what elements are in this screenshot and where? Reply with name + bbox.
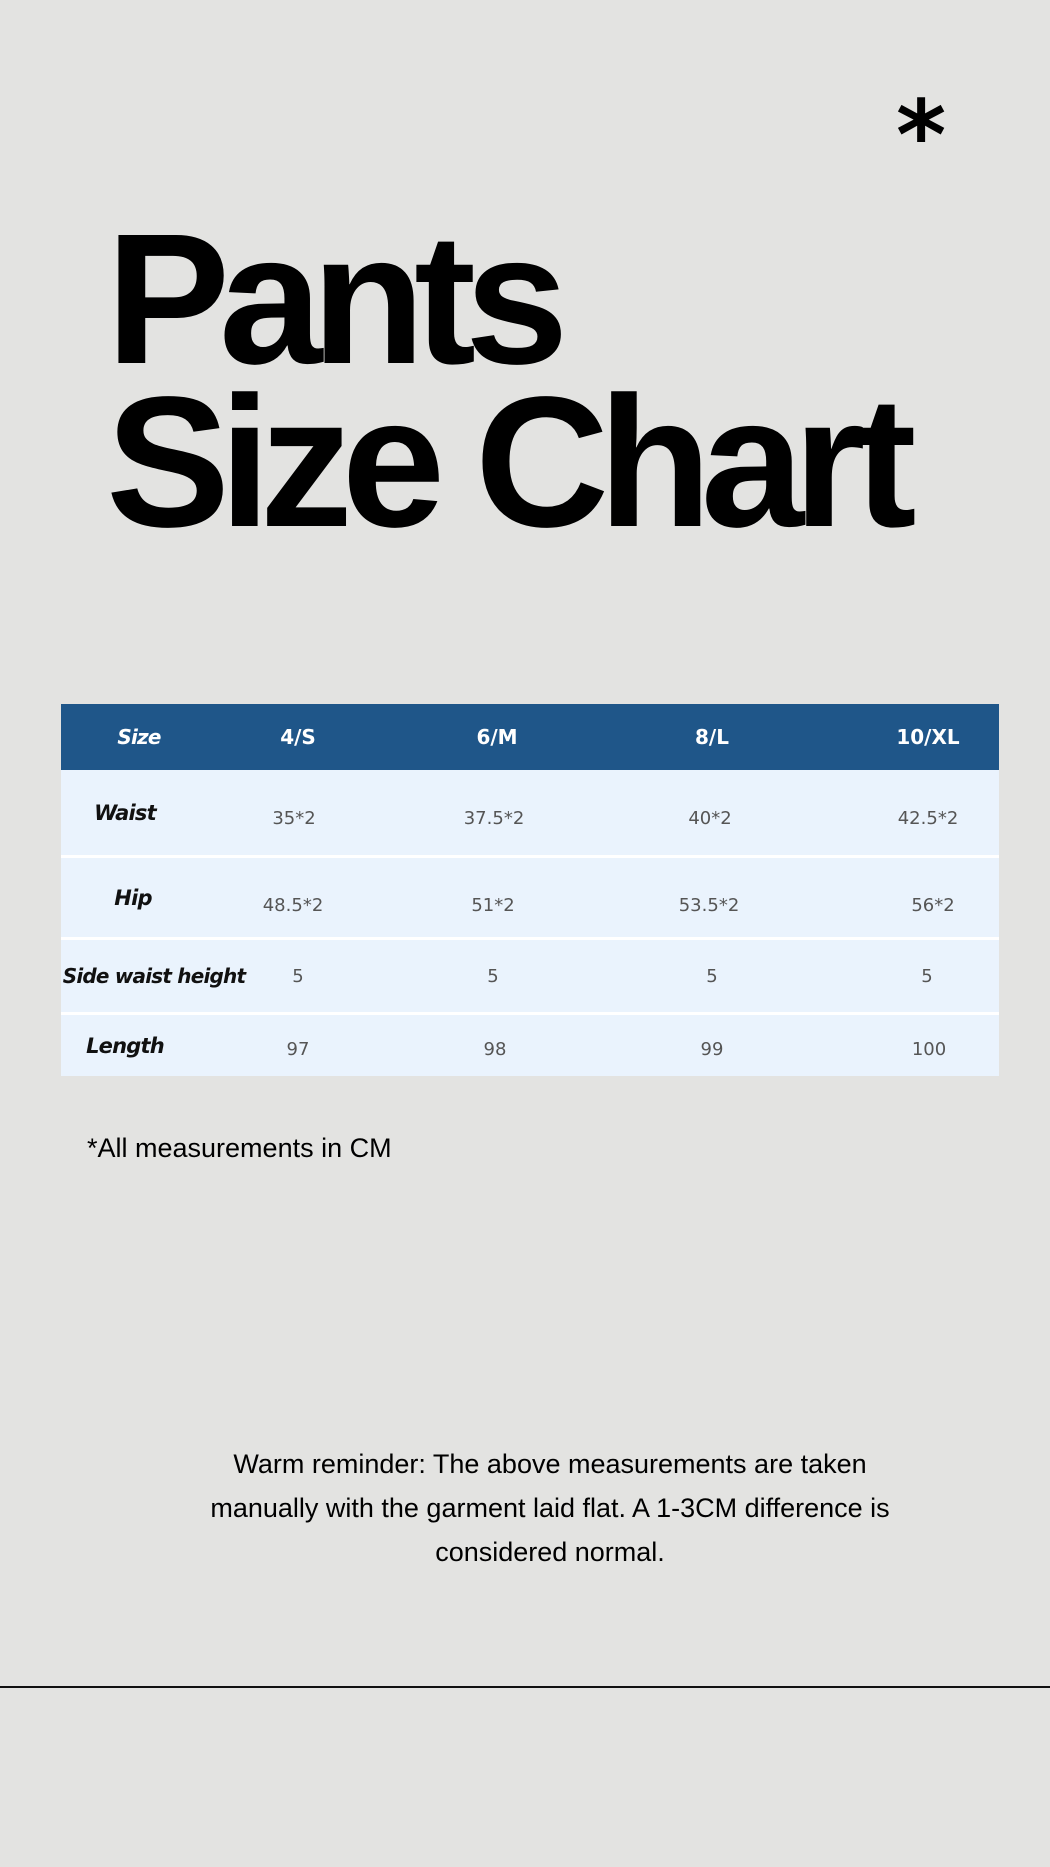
- warm-reminder: Warm reminder: The above measurements ar…: [150, 1442, 950, 1574]
- title-line-1: Pants: [106, 196, 569, 403]
- header-cell: 10/XL: [896, 725, 960, 749]
- page-title: Pants Size Chart: [106, 196, 917, 566]
- horizontal-divider: [0, 1686, 1050, 1688]
- row-divider: [61, 1012, 999, 1015]
- table-cell: 42.5*2: [897, 808, 959, 829]
- table-row: Hip 48.5*2 51*2 53.5*2 56*2: [61, 858, 999, 937]
- table-header-row: Size 4/S 6/M 8/L 10/XL: [61, 704, 999, 770]
- measurement-note: *All measurements in CM: [87, 1133, 392, 1163]
- row-divider: [61, 855, 999, 858]
- header-cell: 4/S: [280, 725, 316, 749]
- reminder-line: manually with the garment laid flat. A 1…: [210, 1493, 890, 1523]
- header-cell: Size: [117, 725, 161, 749]
- row-label: Length: [86, 1033, 165, 1058]
- table-cell: 35*2: [272, 808, 316, 829]
- table-cell: 53.5*2: [678, 895, 740, 916]
- asterisk-icon: *: [896, 80, 947, 192]
- row-divider: [61, 937, 999, 940]
- table-cell: 48.5*2: [262, 895, 324, 916]
- reminder-line: considered normal.: [435, 1537, 665, 1567]
- table-cell: 5: [487, 965, 499, 987]
- table-cell: 97: [286, 1039, 310, 1060]
- table-cell: 5: [706, 965, 718, 987]
- table-cell: 99: [700, 1039, 724, 1060]
- size-table: Size 4/S 6/M 8/L 10/XL Waist 35*2 37.5*2…: [61, 704, 999, 1076]
- table-cell: 37.5*2: [463, 808, 525, 829]
- row-label: Hip: [114, 885, 152, 910]
- table-row: Waist 35*2 37.5*2 40*2 42.5*2: [61, 770, 999, 855]
- table-cell: 56*2: [911, 895, 955, 916]
- header-cell: 8/L: [695, 725, 729, 749]
- table-cell: 98: [483, 1039, 507, 1060]
- table-cell: 100: [911, 1039, 947, 1060]
- row-label: Waist: [94, 800, 156, 825]
- header-cell: 6/M: [476, 725, 518, 749]
- reminder-line: Warm reminder: The above measurements ar…: [233, 1449, 867, 1479]
- table-row: Side waist height 5 5 5 5: [61, 940, 999, 1012]
- row-label: Side waist height: [62, 964, 246, 988]
- table-cell: 40*2: [688, 808, 732, 829]
- title-line-2: Size Chart: [106, 359, 917, 566]
- table-cell: 5: [921, 965, 933, 987]
- table-cell: 51*2: [471, 895, 515, 916]
- table-row: Length 97 98 99 100: [61, 1015, 999, 1076]
- table-cell: 5: [292, 965, 304, 987]
